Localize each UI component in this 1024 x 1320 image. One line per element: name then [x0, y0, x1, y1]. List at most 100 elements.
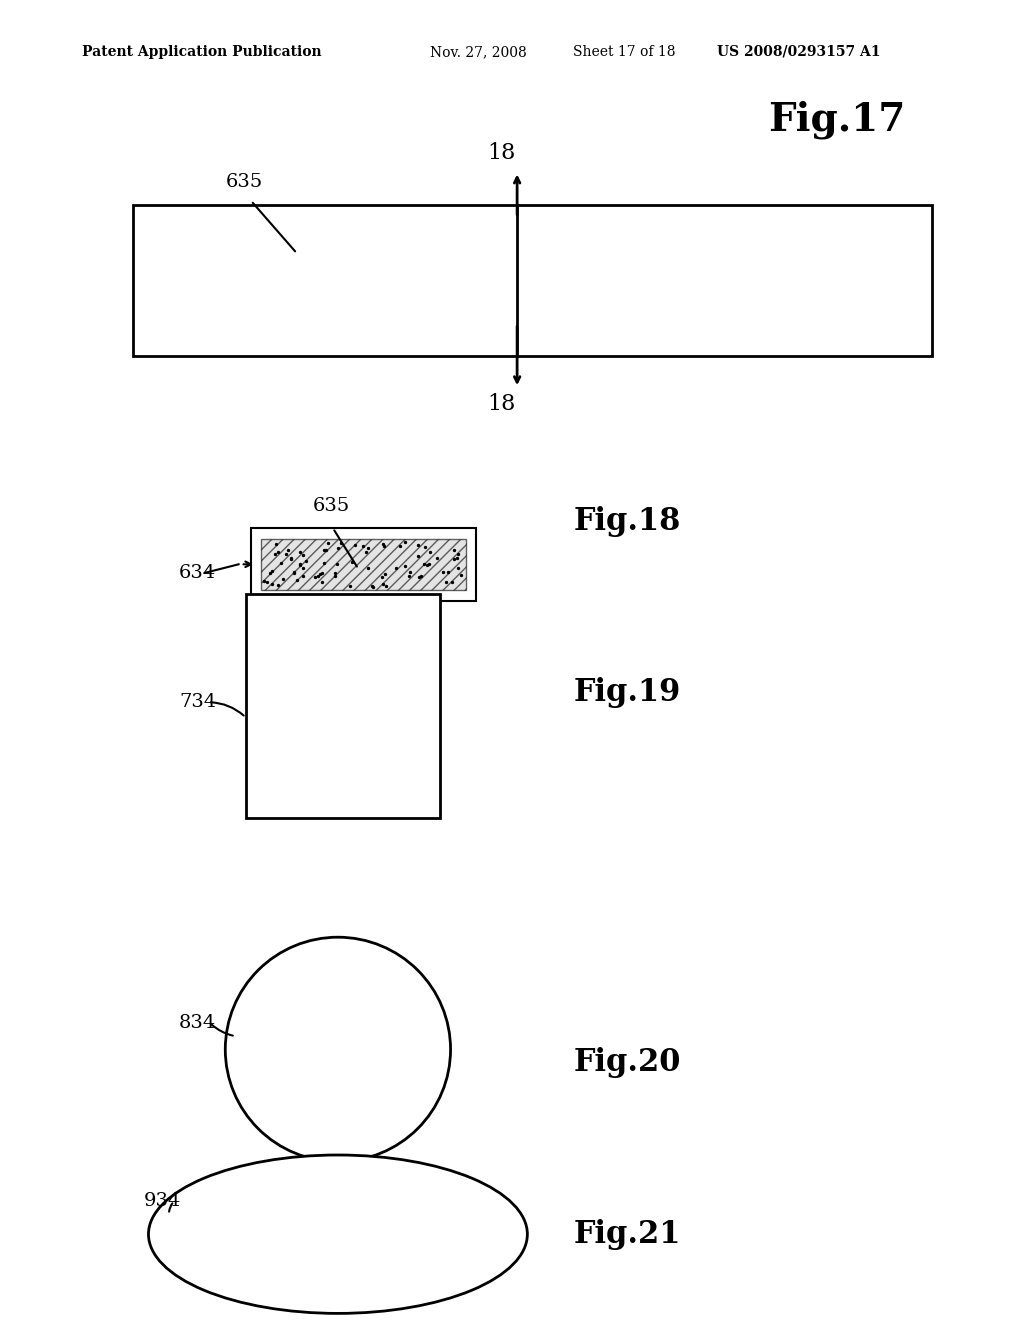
Point	[419, 554, 435, 576]
Text: 635: 635	[225, 173, 262, 191]
Point	[421, 554, 437, 576]
Point	[329, 553, 345, 574]
Point	[280, 540, 296, 561]
Point	[292, 541, 308, 562]
Point	[327, 566, 343, 587]
Point	[450, 544, 466, 565]
Text: 18: 18	[487, 393, 516, 416]
Point	[374, 566, 390, 587]
Text: 734: 734	[179, 693, 216, 711]
Bar	[251, 528, 476, 601]
Point	[401, 566, 418, 587]
Point	[360, 557, 377, 578]
Point	[279, 544, 295, 565]
Point	[272, 553, 289, 574]
Point	[434, 561, 451, 582]
Point	[358, 543, 375, 564]
Text: US 2008/0293157 A1: US 2008/0293157 A1	[717, 45, 881, 59]
Point	[365, 577, 381, 598]
Point	[388, 557, 404, 578]
Point	[330, 537, 346, 558]
Point	[294, 544, 310, 565]
Point	[316, 540, 333, 561]
Point	[317, 539, 334, 560]
Text: Fig.19: Fig.19	[573, 677, 681, 709]
Point	[292, 553, 308, 574]
Point	[270, 541, 287, 562]
Point	[298, 550, 314, 572]
Point	[411, 566, 427, 587]
Point	[321, 532, 337, 553]
Point	[284, 549, 300, 570]
Bar	[133, 205, 932, 356]
Point	[375, 574, 391, 595]
Point	[342, 576, 358, 597]
Point	[287, 562, 303, 583]
Point	[401, 561, 418, 582]
Point	[295, 566, 311, 587]
Point	[274, 568, 291, 589]
Point	[410, 535, 426, 556]
Point	[375, 533, 391, 554]
Point	[397, 554, 414, 576]
Point	[327, 562, 343, 583]
Text: 634: 634	[179, 564, 216, 582]
Text: Sheet 17 of 18: Sheet 17 of 18	[573, 45, 676, 59]
Text: Fig.20: Fig.20	[573, 1047, 681, 1078]
Point	[422, 541, 438, 562]
Text: 635: 635	[312, 496, 349, 515]
Point	[283, 548, 299, 569]
Point	[376, 536, 392, 557]
Point	[364, 576, 380, 597]
Point	[359, 537, 376, 558]
Point	[311, 564, 328, 585]
Point	[397, 532, 414, 553]
Point	[392, 536, 409, 557]
Point	[264, 573, 281, 594]
Text: Patent Application Publication: Patent Application Publication	[82, 45, 322, 59]
Text: 934: 934	[143, 1192, 180, 1210]
Point	[316, 553, 333, 574]
Ellipse shape	[225, 937, 451, 1162]
Point	[270, 574, 287, 595]
Point	[287, 562, 303, 583]
Point	[256, 570, 272, 591]
Point	[262, 562, 279, 583]
Point	[417, 536, 433, 557]
Point	[378, 576, 394, 597]
Text: 834: 834	[179, 1014, 216, 1032]
Text: Fig.18: Fig.18	[573, 506, 681, 537]
Point	[410, 545, 426, 566]
Bar	[261, 539, 466, 590]
Point	[343, 552, 359, 573]
Text: Nov. 27, 2008: Nov. 27, 2008	[430, 45, 526, 59]
Point	[354, 536, 371, 557]
Point	[268, 533, 285, 554]
Text: Fig.17: Fig.17	[768, 100, 905, 139]
Point	[313, 562, 330, 583]
Point	[440, 562, 457, 583]
Point	[445, 548, 462, 569]
Ellipse shape	[148, 1155, 527, 1313]
Point	[333, 532, 349, 553]
Point	[449, 548, 465, 569]
Point	[264, 560, 281, 581]
Text: Fig.21: Fig.21	[573, 1218, 681, 1250]
Point	[450, 557, 466, 578]
Point	[295, 558, 311, 579]
Text: 18: 18	[487, 141, 516, 164]
Point	[413, 565, 429, 586]
Point	[309, 565, 326, 586]
Point	[453, 564, 469, 585]
Point	[313, 572, 330, 593]
Point	[437, 572, 454, 593]
Point	[266, 543, 283, 564]
Point	[259, 572, 275, 593]
Point	[445, 540, 462, 561]
Point	[443, 572, 460, 593]
Point	[416, 553, 432, 574]
Point	[346, 535, 362, 556]
Bar	[246, 594, 440, 818]
Point	[292, 554, 308, 576]
Point	[429, 548, 445, 569]
